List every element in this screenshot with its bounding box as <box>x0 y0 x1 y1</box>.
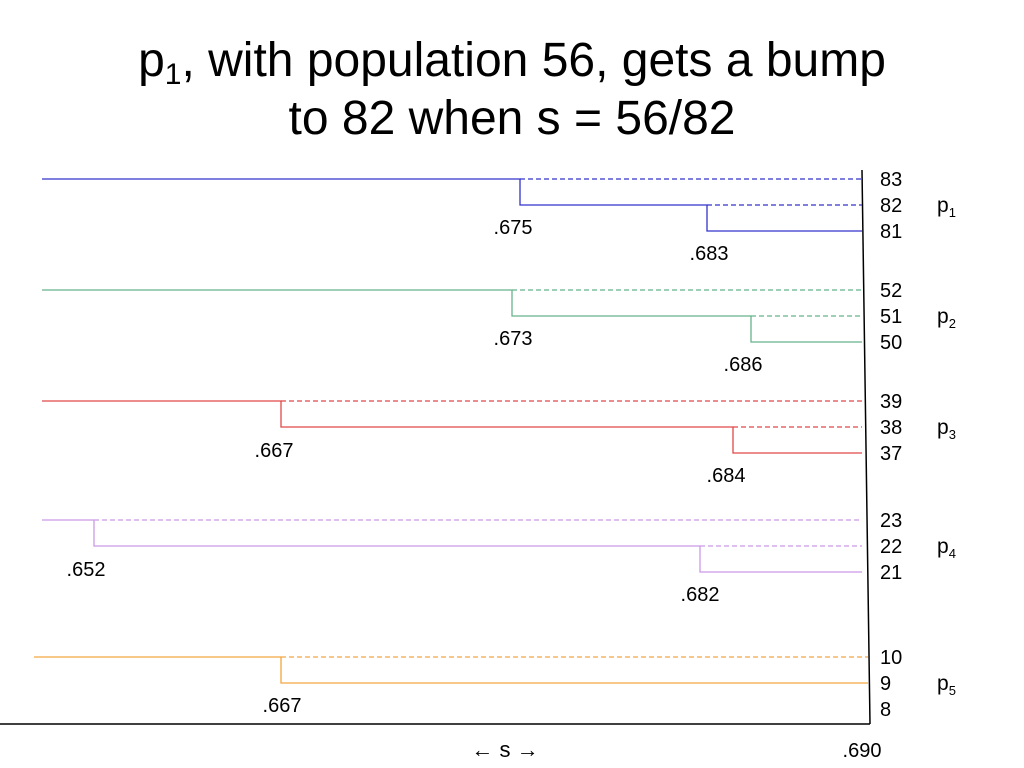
level-label-p5-10: 10 <box>880 647 902 669</box>
level-label-p3-38: 38 <box>880 417 902 439</box>
staircase-p5 <box>34 656 868 684</box>
step-label-p4-1: .652 <box>67 559 106 581</box>
group-label-p1: p1 <box>937 194 956 220</box>
level-label-p2-52: 52 <box>880 280 902 302</box>
step-label-p2-2: .686 <box>724 354 763 376</box>
group-p4: .652 .682 23 22 21 p4 <box>42 510 956 606</box>
level-label-p1-83: 83 <box>880 169 902 191</box>
group-label-sub-p2: 2 <box>949 316 956 331</box>
level-label-p4-23: 23 <box>880 510 902 532</box>
axis-end-label: .690 <box>843 740 882 762</box>
group-p3: .667 .684 39 38 37 p3 <box>42 391 956 487</box>
group-label-sub-p1: 1 <box>949 205 956 220</box>
staircase-p1 <box>42 178 862 232</box>
level-label-p5-8: 8 <box>880 699 891 721</box>
step-label-p3-1: .667 <box>255 440 294 462</box>
step-label-p4-2: .682 <box>681 584 720 606</box>
title-subscript: 1 <box>164 58 182 91</box>
group-p2: .673 .686 52 51 50 p2 <box>42 280 956 376</box>
slide-title: p1, with population 56, gets a bump to 8… <box>0 32 1024 148</box>
level-label-p2-50: 50 <box>880 332 902 354</box>
group-label-p2: p2 <box>937 305 956 331</box>
level-label-p1-81: 81 <box>880 221 902 243</box>
title-prefix: p <box>138 34 165 87</box>
level-label-p4-22: 22 <box>880 536 902 558</box>
level-label-p3-37: 37 <box>880 443 902 465</box>
step-label-p5-1: .667 <box>263 695 302 717</box>
staircase-p2 <box>42 289 862 343</box>
group-label-p5: p5 <box>937 672 956 698</box>
group-label-p4: p4 <box>937 535 956 561</box>
group-p1: .675 .683 83 82 81 p1 <box>42 169 956 265</box>
step-label-p2-1: .673 <box>494 328 533 350</box>
level-label-p4-21: 21 <box>880 562 902 584</box>
group-label-sub-p3: 3 <box>949 427 956 442</box>
groups-layer: .675.683838281p1.673.686525150p2.667.684… <box>34 169 956 721</box>
group-label-sub-p4: 4 <box>949 546 956 561</box>
level-label-p2-51: 51 <box>880 306 902 328</box>
title-line-2: to 82 when s = 56/82 <box>288 92 736 145</box>
step-label-p1-2: .683 <box>690 243 729 265</box>
level-label-p3-39: 39 <box>880 391 902 413</box>
level-label-p5-9: 9 <box>880 673 891 695</box>
axis-s-label: ← s → <box>471 737 538 762</box>
vertical-axis <box>861 169 871 725</box>
step-label-p3-2: .684 <box>707 465 746 487</box>
staircase-p3 <box>42 400 862 454</box>
staircase-p4 <box>42 519 862 573</box>
group-label-p3: p3 <box>937 416 956 442</box>
title-rest: , with population 56, gets a bump <box>181 34 886 87</box>
step-label-p1-1: .675 <box>494 217 533 239</box>
level-label-p1-82: 82 <box>880 195 902 217</box>
group-label-sub-p5: 5 <box>949 683 956 698</box>
group-p5: .667 10 9 8 p5 <box>34 647 956 721</box>
